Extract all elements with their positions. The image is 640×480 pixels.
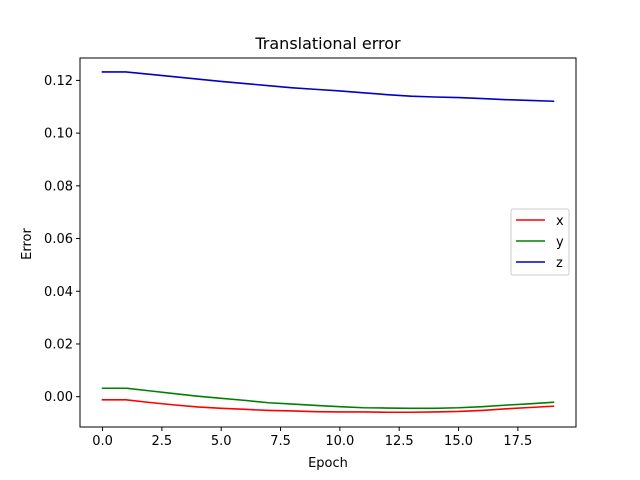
legend: xyz bbox=[510, 208, 570, 276]
axes-frame bbox=[79, 57, 577, 428]
series-line-z bbox=[101, 71, 555, 103]
plot-area bbox=[101, 71, 555, 414]
chart-title: Translational error bbox=[254, 34, 401, 53]
y-tick-label: 0.06 bbox=[44, 232, 73, 247]
legend-label-z: z bbox=[556, 256, 563, 271]
x-tick-label: 2.5 bbox=[152, 434, 173, 449]
legend-label-x: x bbox=[556, 214, 564, 229]
y-tick-label: 0.12 bbox=[44, 74, 73, 89]
x-tick-label: 12.5 bbox=[385, 434, 414, 449]
x-tick-label: 17.5 bbox=[503, 434, 532, 449]
y-axis-label: Error bbox=[20, 228, 35, 260]
series-line-x bbox=[101, 399, 555, 414]
series-line-y bbox=[101, 387, 555, 410]
y-tick-label: 0.04 bbox=[44, 285, 73, 300]
axes: 0.0 2.5 5.0 7.5 10.0 12.5 15.0 17.5 0.00 0.02 0.04… bbox=[44, 57, 577, 449]
y-tick-label: 0.08 bbox=[44, 179, 73, 194]
legend-label-y: y bbox=[556, 235, 564, 250]
y-tick-label: 0.00 bbox=[44, 390, 73, 405]
x-axis-label: Epoch bbox=[308, 456, 348, 471]
x-tick-label: 0.0 bbox=[92, 434, 113, 449]
y-tick-label: 0.10 bbox=[44, 127, 73, 142]
y-tick-label: 0.02 bbox=[44, 337, 73, 352]
x-tick-label: 5.0 bbox=[211, 434, 232, 449]
legend-box bbox=[510, 208, 570, 276]
x-tick-label: 15.0 bbox=[444, 434, 473, 449]
x-tick-label: 7.5 bbox=[270, 434, 291, 449]
x-tick-label: 10.0 bbox=[325, 434, 354, 449]
